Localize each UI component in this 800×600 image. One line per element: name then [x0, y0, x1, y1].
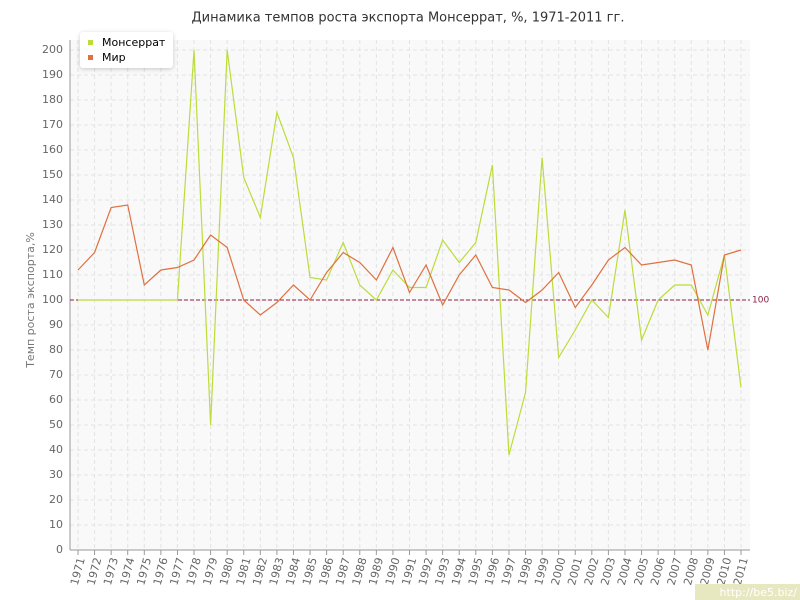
- y-tick-label: 20: [49, 493, 63, 506]
- legend-box: [80, 32, 173, 68]
- legend-marker: [88, 40, 93, 45]
- legend-label: Монсеррат: [102, 36, 166, 49]
- y-tick-label: 150: [42, 168, 63, 181]
- watermark-bg: [695, 584, 800, 600]
- y-tick-label: 40: [49, 443, 63, 456]
- y-tick-label: 60: [49, 393, 63, 406]
- series-line: [77, 204, 742, 351]
- y-tick-label: 90: [49, 318, 63, 331]
- y-tick-label: 120: [42, 243, 63, 256]
- legend-marker: [88, 55, 93, 60]
- y-tick-label: 130: [42, 218, 63, 231]
- y-tick-label: 30: [49, 468, 63, 481]
- reference-label: 100: [752, 296, 769, 306]
- y-tick-label: 70: [49, 368, 63, 381]
- y-tick-label: 110: [42, 268, 63, 281]
- y-tick-label: 80: [49, 343, 63, 356]
- y-tick-label: 190: [42, 68, 63, 81]
- y-tick-label: 170: [42, 118, 63, 131]
- y-tick-label: 160: [42, 143, 63, 156]
- y-tick-label: 50: [49, 418, 63, 431]
- y-tick-label: 180: [42, 93, 63, 106]
- y-axis-label: Темп роста экспорта,%: [24, 232, 37, 369]
- y-tick-label: 200: [42, 43, 63, 56]
- legend-label: Мир: [102, 51, 126, 64]
- y-tick-label: 10: [49, 518, 63, 531]
- y-tick-label: 0: [56, 543, 63, 556]
- legend: Монсеррат Мир: [80, 32, 173, 68]
- x-tick-label: 2011: [731, 556, 751, 586]
- chart-title: Динамика темпов роста экспорта Монсеррат…: [192, 11, 625, 26]
- y-tick-label: 140: [42, 193, 63, 206]
- watermark: http://be5.biz/: [720, 586, 798, 599]
- y-tick-label: 100: [42, 293, 63, 306]
